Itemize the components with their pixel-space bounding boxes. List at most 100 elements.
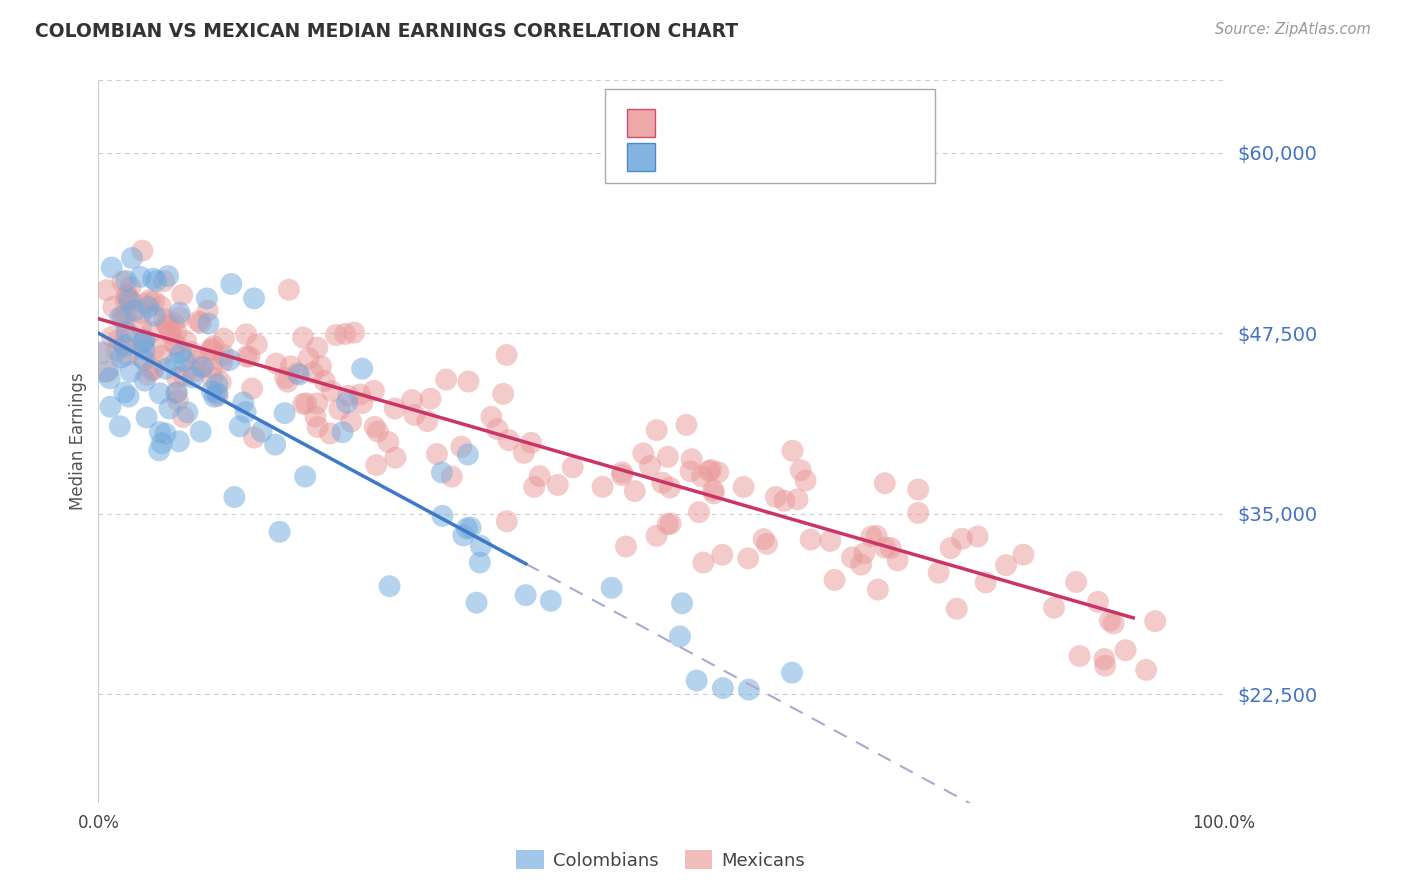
Point — [211, 355, 233, 369]
Point — [928, 566, 950, 580]
Point — [90, 355, 112, 369]
Point — [333, 326, 356, 341]
Point — [786, 492, 808, 507]
Point — [645, 423, 668, 437]
Point — [314, 374, 336, 388]
Point — [886, 553, 908, 567]
Point — [207, 386, 229, 401]
Point — [1092, 652, 1115, 666]
Point — [292, 330, 315, 344]
Point — [337, 389, 360, 403]
Point — [343, 326, 366, 340]
Point — [995, 558, 1018, 573]
Point — [633, 446, 655, 460]
Point — [136, 368, 159, 382]
Point — [150, 436, 173, 450]
Point — [457, 375, 479, 389]
Point — [142, 271, 165, 285]
Point — [264, 437, 287, 451]
Point — [280, 359, 302, 374]
Point — [143, 342, 166, 356]
Point — [450, 440, 472, 454]
Point — [1098, 614, 1121, 628]
Point — [866, 529, 889, 543]
Point — [232, 395, 254, 409]
Point — [131, 244, 153, 258]
Point — [612, 466, 634, 480]
Point — [434, 373, 457, 387]
Point — [159, 401, 181, 416]
Point — [765, 490, 787, 504]
Point — [120, 280, 142, 294]
Point — [592, 480, 614, 494]
Text: Source: ZipAtlas.com: Source: ZipAtlas.com — [1215, 22, 1371, 37]
Point — [782, 443, 804, 458]
Point — [481, 409, 503, 424]
Legend: Colombians, Mexicans: Colombians, Mexicans — [509, 843, 813, 877]
Point — [384, 450, 406, 465]
Point — [174, 334, 197, 348]
Point — [866, 582, 889, 597]
Point — [401, 393, 423, 408]
Point — [110, 310, 132, 325]
Point — [702, 483, 724, 497]
Point — [1069, 648, 1091, 663]
Point — [115, 325, 138, 339]
Point — [166, 370, 188, 384]
Point — [107, 333, 129, 347]
Point — [134, 343, 156, 357]
Point — [150, 349, 173, 363]
Point — [190, 316, 212, 330]
Point — [129, 319, 152, 334]
Point — [100, 400, 122, 414]
Point — [426, 447, 449, 461]
Point — [470, 539, 492, 553]
Point — [153, 311, 176, 326]
Point — [115, 274, 138, 288]
Point — [96, 283, 118, 297]
Point — [453, 528, 475, 542]
Point — [789, 463, 811, 477]
Point — [498, 433, 520, 447]
Y-axis label: Median Earnings: Median Earnings — [69, 373, 87, 510]
Point — [690, 469, 713, 483]
Point — [294, 469, 316, 483]
Point — [274, 371, 297, 385]
Point — [197, 303, 219, 318]
Point — [167, 434, 190, 449]
Point — [157, 268, 180, 283]
Point — [659, 516, 682, 531]
Point — [235, 350, 257, 364]
Point — [277, 375, 299, 389]
Point — [155, 426, 177, 441]
Point — [153, 274, 176, 288]
Point — [201, 360, 224, 375]
Point — [352, 396, 374, 410]
Point — [853, 546, 876, 560]
Point — [183, 364, 205, 378]
Point — [108, 419, 131, 434]
Point — [173, 368, 195, 383]
Point — [657, 450, 679, 464]
Point — [367, 425, 389, 439]
Point — [645, 529, 668, 543]
Point — [457, 448, 479, 462]
Point — [1144, 614, 1167, 628]
Point — [1012, 548, 1035, 562]
Point — [148, 443, 170, 458]
Point — [139, 326, 162, 340]
Point — [378, 579, 401, 593]
Point — [98, 371, 121, 385]
Point — [295, 396, 318, 410]
Point — [243, 291, 266, 305]
Point — [138, 293, 160, 307]
Point — [302, 366, 325, 380]
Point — [149, 386, 172, 401]
Point — [134, 374, 156, 388]
Point — [195, 292, 218, 306]
Text: R = -0.953   N = 200: R = -0.953 N = 200 — [665, 112, 853, 129]
Point — [200, 343, 222, 358]
Point — [669, 629, 692, 643]
Point — [212, 332, 235, 346]
Point — [204, 390, 226, 404]
